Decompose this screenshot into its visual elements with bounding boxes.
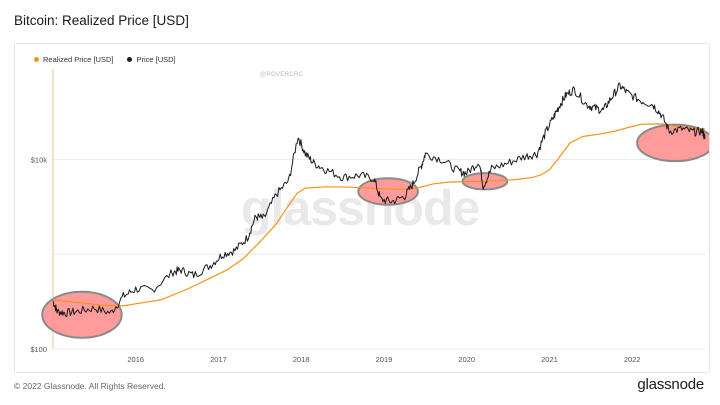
y-tick-label-1: $10k xyxy=(31,156,48,165)
legend-label-price: Price [USD] xyxy=(136,55,176,64)
price-series-line xyxy=(52,82,706,318)
highlight-circle-0 xyxy=(41,290,123,339)
legend-dot-black-icon xyxy=(127,57,133,62)
chart-title: Bitcoin: Realized Price [USD] xyxy=(14,13,189,28)
legend: Realized Price [USD] Price [USD] xyxy=(34,55,176,64)
x-tick-label-0: 2016 xyxy=(127,355,144,364)
legend-item-price[interactable]: Price [USD] xyxy=(127,55,176,64)
chart-panel: Realized Price [USD] Price [USD] @ROVERC… xyxy=(14,43,710,373)
x-tick-label-1: 2017 xyxy=(210,355,227,364)
author-tag: @ROVERCRC xyxy=(260,72,304,78)
y-tick-label-0: $100 xyxy=(30,345,47,354)
plot-area[interactable]: $100 $10k 2016 2017 2018 2019 2020 2021 2022 xyxy=(15,44,709,372)
x-tick-label-6: 2022 xyxy=(624,355,641,364)
brand-logo: glassnode xyxy=(637,376,704,393)
x-tick-label-4: 2020 xyxy=(458,355,475,364)
legend-dot-orange-icon xyxy=(34,57,39,62)
realized-price-series-line xyxy=(52,123,706,307)
x-tick-label-3: 2019 xyxy=(376,355,393,364)
x-tick-label-5: 2021 xyxy=(541,355,558,364)
x-tick-label-2: 2018 xyxy=(293,355,310,364)
highlight-circle-1 xyxy=(357,177,419,206)
legend-item-realized-price[interactable]: Realized Price [USD] xyxy=(34,55,113,64)
highlight-circle-3 xyxy=(636,123,709,163)
copyright-text: © 2022 Glassnode. All Rights Reserved. xyxy=(14,381,166,391)
legend-label-realized-price: Realized Price [USD] xyxy=(43,55,114,64)
